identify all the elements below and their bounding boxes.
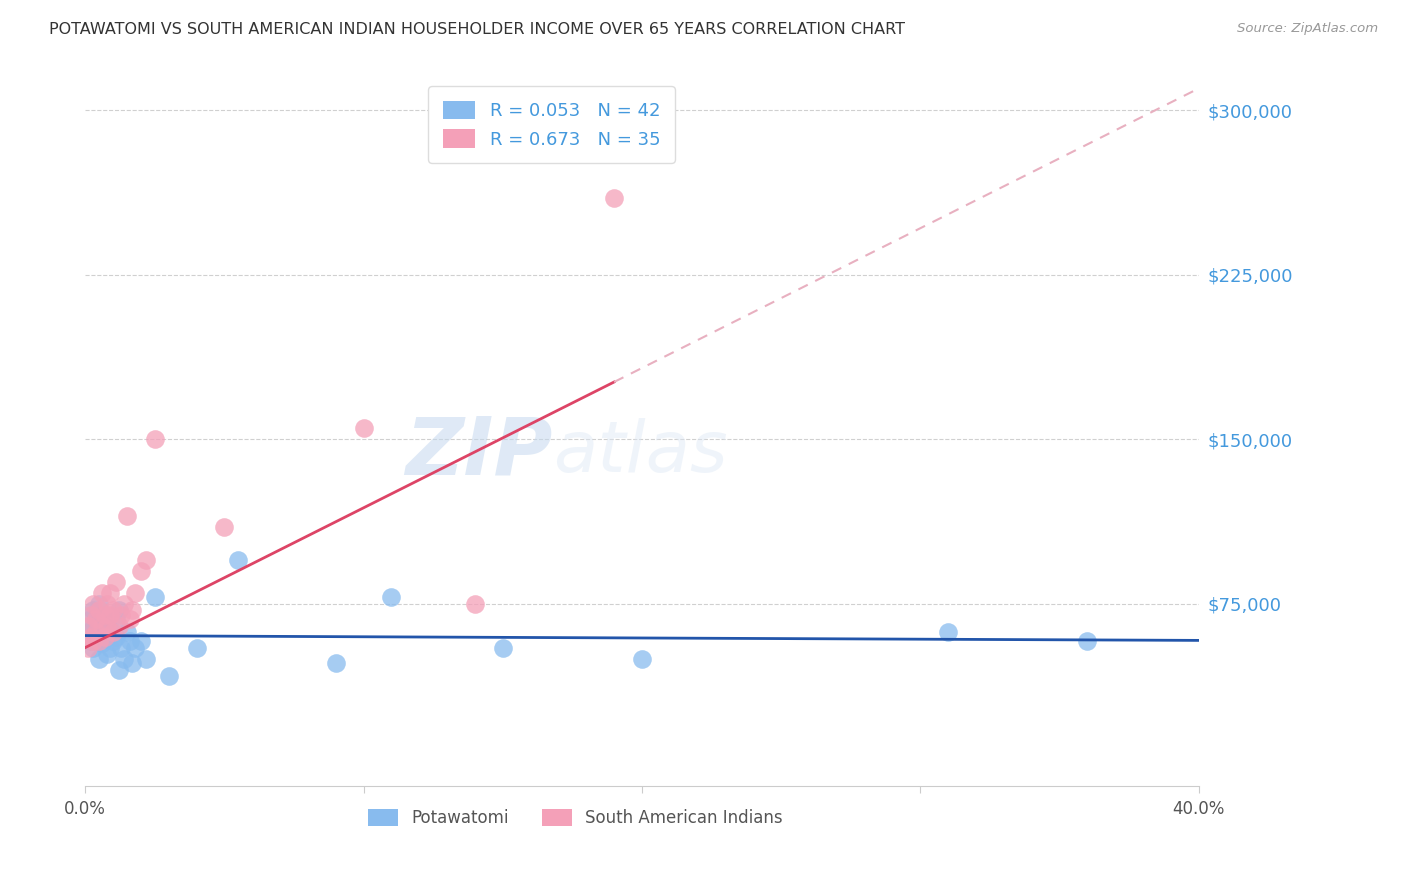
Point [115, 509, 138, 524]
Legend: Potawatomi, South American Indians: Potawatomi, South American Indians [361, 803, 789, 834]
Point [83, 621, 105, 635]
Point [93, 607, 115, 622]
Point [90, 618, 112, 632]
Point [93, 630, 115, 644]
Point [101, 625, 124, 640]
Point [83, 640, 105, 655]
Point [84, 625, 107, 640]
Point [118, 612, 141, 626]
Point [118, 634, 141, 648]
Point [104, 612, 127, 626]
Point [325, 656, 347, 670]
Point [112, 651, 135, 665]
Point [87, 634, 110, 648]
Point [90, 636, 112, 650]
Text: atlas: atlas [553, 418, 727, 487]
Point [84, 630, 107, 644]
Point [87, 597, 110, 611]
Point [226, 553, 249, 567]
Point [90, 618, 112, 632]
Text: ZIP: ZIP [405, 414, 553, 491]
Point [80, 607, 103, 622]
Point [157, 669, 180, 683]
Point [98, 623, 121, 637]
Point [77, 640, 100, 655]
Point [96, 615, 118, 629]
Point [129, 634, 152, 648]
Point [107, 618, 129, 632]
Point [603, 191, 626, 205]
Point [77, 618, 100, 632]
Point [124, 640, 146, 655]
Point [124, 586, 146, 600]
Point [135, 651, 157, 665]
Point [98, 640, 121, 655]
Point [87, 651, 110, 665]
Point [186, 640, 208, 655]
Point [110, 640, 132, 655]
Point [464, 597, 486, 611]
Point [107, 663, 129, 677]
Point [83, 597, 105, 611]
Point [84, 612, 107, 626]
Point [87, 603, 110, 617]
Point [93, 607, 115, 622]
Point [380, 590, 402, 604]
Point [492, 640, 515, 655]
Point [101, 634, 124, 648]
Point [115, 625, 138, 640]
Point [96, 618, 118, 632]
Point [80, 630, 103, 644]
Point [80, 612, 103, 626]
Point [143, 432, 166, 446]
Point [104, 630, 127, 644]
Point [143, 590, 166, 604]
Point [936, 625, 959, 640]
Point [214, 520, 236, 534]
Point [353, 421, 375, 435]
Point [631, 651, 654, 665]
Point [98, 586, 121, 600]
Point [135, 553, 157, 567]
Point [107, 603, 129, 617]
Point [129, 564, 152, 578]
Point [101, 603, 124, 617]
Point [112, 597, 135, 611]
Point [121, 656, 143, 670]
Point [121, 603, 143, 617]
Point [93, 632, 115, 646]
Text: POTAWATOMI VS SOUTH AMERICAN INDIAN HOUSEHOLDER INCOME OVER 65 YEARS CORRELATION: POTAWATOMI VS SOUTH AMERICAN INDIAN HOUS… [49, 22, 905, 37]
Point [90, 586, 112, 600]
Point [83, 634, 105, 648]
Point [110, 607, 132, 622]
Point [77, 625, 100, 640]
Point [1076, 634, 1098, 648]
Point [104, 574, 127, 589]
Point [96, 597, 118, 611]
Point [96, 647, 118, 661]
Point [87, 625, 110, 640]
Point [98, 607, 121, 622]
Point [83, 603, 105, 617]
Point [80, 634, 103, 648]
Text: Source: ZipAtlas.com: Source: ZipAtlas.com [1237, 22, 1378, 36]
Point [84, 634, 107, 648]
